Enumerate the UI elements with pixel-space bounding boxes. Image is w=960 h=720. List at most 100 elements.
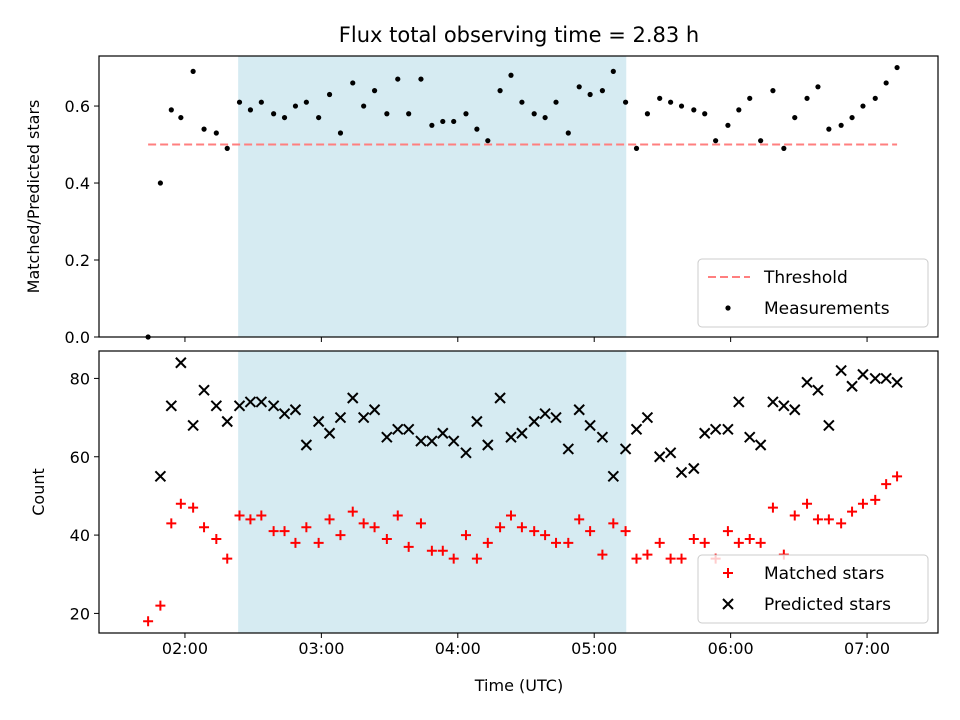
measurement-point [644, 111, 651, 117]
measurement-point [440, 118, 446, 125]
predicted-stars-point [630, 423, 643, 436]
measurement-point [713, 138, 719, 144]
measurement-point [247, 107, 254, 113]
predicted-stars-point [539, 407, 551, 420]
matched-stars-point [767, 502, 778, 513]
predicted-stars-point [334, 411, 347, 424]
legend-box [697, 258, 929, 328]
predicted-stars-point [278, 407, 291, 420]
matched-stars-point [222, 553, 233, 564]
matched-stars-point [881, 479, 892, 490]
predicted-stars-point [198, 384, 210, 396]
matched-stars-point [358, 518, 369, 529]
measurement-point [463, 111, 469, 117]
measurement-point [691, 107, 697, 113]
y-tick-label: 0.2 [65, 251, 90, 270]
y-tick-label: 0.6 [65, 97, 90, 116]
x-tick-label: 04:00 [435, 639, 481, 658]
matched-stars-point [324, 514, 335, 525]
matched-stars-point [733, 537, 744, 548]
matched-stars-point [505, 510, 516, 521]
matched-stars-point [392, 510, 403, 521]
measurement-point [168, 107, 174, 113]
matched-stars-point [540, 530, 551, 541]
measurement-point [883, 80, 889, 86]
predicted-stars-point [688, 462, 700, 475]
measurement-point [236, 99, 243, 105]
x-tick-label: 07:00 [844, 639, 890, 658]
measurement-point [622, 99, 629, 105]
predicted-stars-point [528, 415, 540, 428]
measurement-point [316, 114, 322, 121]
measurement-point [531, 111, 537, 117]
measurement-point [497, 88, 503, 94]
measurement-point [384, 111, 390, 117]
predicted-stars-point [154, 470, 167, 483]
matched-stars-point [631, 553, 642, 564]
measurement-point [178, 114, 184, 121]
count-legend: Matched stars Predicted stars [697, 554, 929, 624]
measurement-point [565, 130, 571, 136]
predicted-stars-point [347, 392, 359, 404]
measurement-point [770, 88, 776, 94]
matched-stars-point [369, 522, 380, 533]
predicted-stars-point [767, 396, 779, 408]
matched-stars-point [415, 518, 426, 529]
matched-stars-point [620, 526, 631, 537]
matched-stars-point [870, 494, 881, 505]
matched-stars-point [175, 498, 186, 509]
measurement-point [826, 126, 832, 132]
measurement-point [508, 72, 514, 78]
matched-stars-point [892, 471, 903, 482]
matched-stars-point [460, 530, 471, 541]
matched-stars-point [347, 506, 358, 517]
matched-stars-point [166, 518, 177, 529]
matched-stars-point [755, 537, 766, 548]
predicted-stars-point [437, 427, 449, 439]
matched-stars-point [437, 545, 448, 556]
measurement-point [804, 95, 810, 101]
legend-label: Threshold [763, 268, 848, 288]
matched-stars-point [426, 545, 437, 556]
matched-stars-point [482, 537, 493, 548]
legend-box [697, 554, 929, 624]
matched-stars-point [448, 553, 459, 564]
measurement-point [361, 103, 367, 109]
predicted-stars-point [562, 443, 575, 455]
predicted-stars-point [165, 400, 178, 412]
matched-stars-point [268, 526, 279, 537]
matched-stars-point [654, 537, 665, 548]
predicted-stars-point [426, 435, 438, 447]
predicted-stars-point [699, 427, 711, 439]
predicted-stars-point [312, 415, 325, 428]
matched-stars-point [279, 526, 290, 537]
matched-stars-point [744, 534, 755, 544]
matched-stars-point [574, 514, 585, 525]
measurement-point [350, 80, 356, 86]
predicted-stars-point [447, 435, 460, 447]
predicted-stars-point [175, 357, 187, 369]
legend-label: Matched stars [764, 564, 884, 584]
matched-stars-point [551, 537, 562, 548]
matched-stars-point [155, 600, 166, 611]
predicted-stars-point [709, 423, 722, 436]
matched-stars-point [642, 549, 653, 560]
matched-stars-point [188, 502, 199, 513]
ratio-axes-frame [98, 55, 939, 338]
matched-stars-point [290, 537, 301, 548]
measurement-point [725, 122, 731, 128]
matched-stars-point [143, 616, 154, 627]
predicted-stars-point [675, 466, 688, 479]
measurement-point [849, 114, 855, 121]
legend-matched-swatch [723, 568, 733, 578]
predicted-stars-point [653, 451, 666, 463]
predicted-stars-point [641, 411, 654, 424]
measurement-point [271, 111, 277, 117]
matched-stars-point [529, 526, 540, 537]
legend-predicted-swatch [722, 598, 734, 610]
predicted-stars-point [823, 419, 835, 432]
measurement-point [519, 99, 525, 105]
measurement-point [781, 145, 787, 151]
y-tick-label: 80 [70, 369, 90, 388]
observing-window-band [238, 56, 627, 337]
